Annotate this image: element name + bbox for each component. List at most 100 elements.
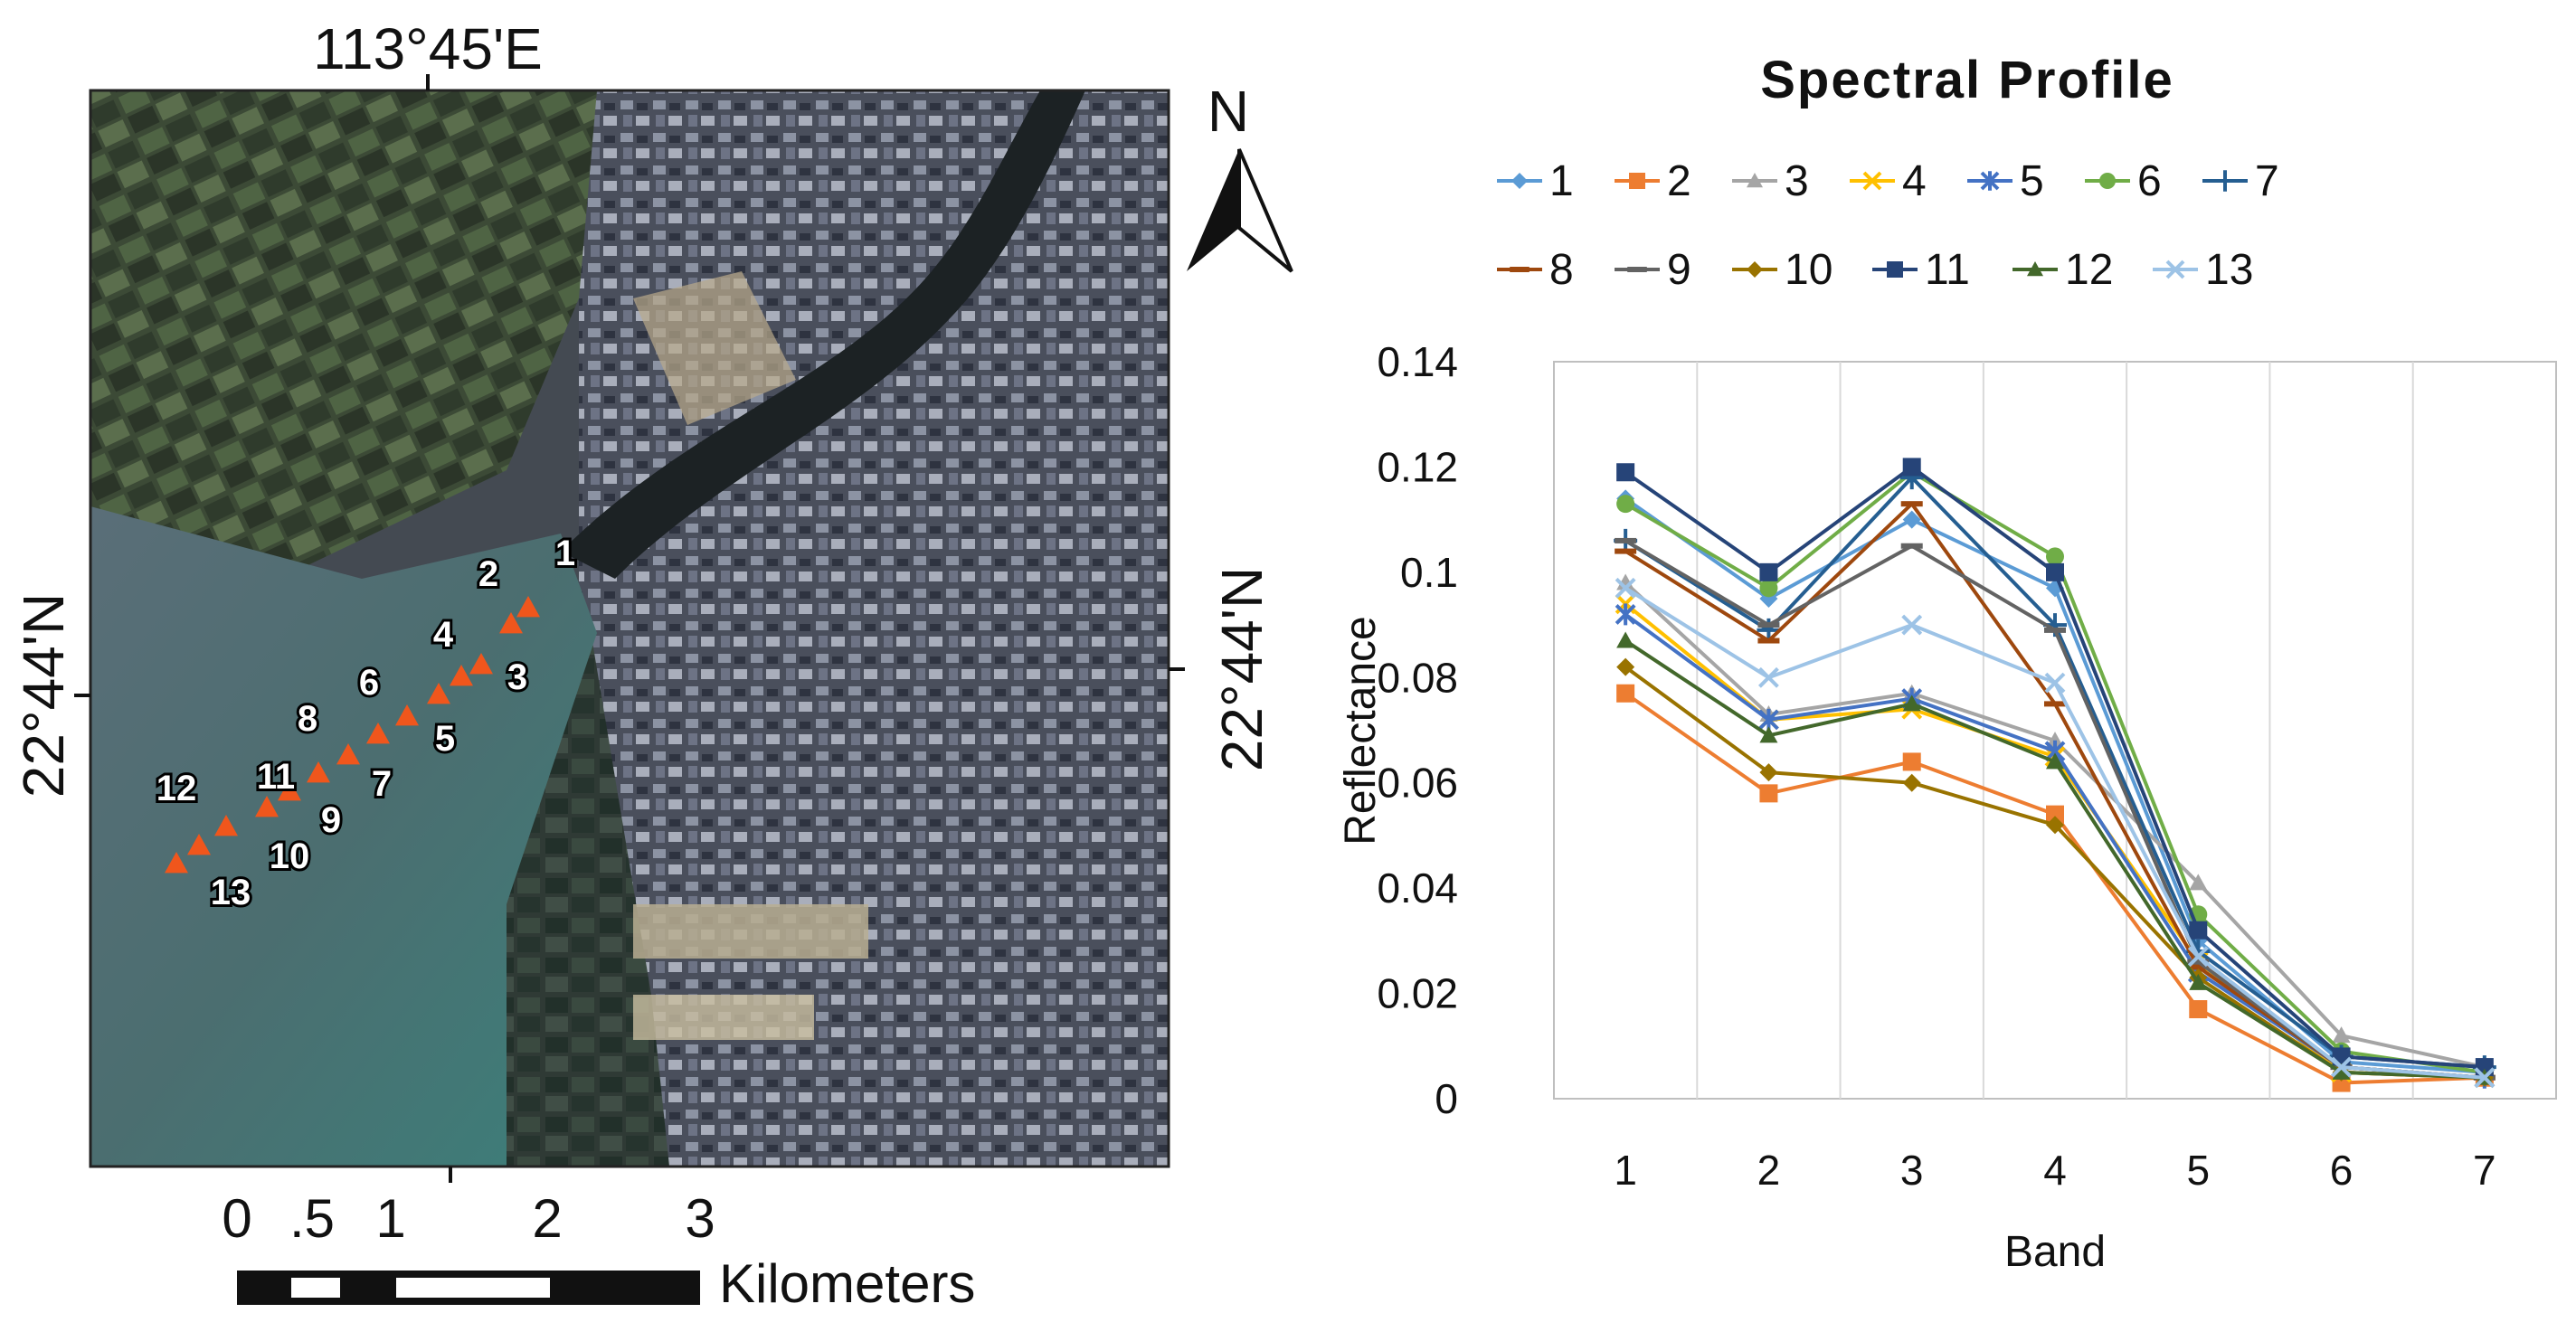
data-point-marker xyxy=(1980,171,2000,191)
legend-label: 9 xyxy=(1667,246,1691,294)
y-tick-label: 0.02 xyxy=(1377,970,1458,1017)
y-tick-label: 0 xyxy=(1435,1075,1458,1122)
data-point-marker xyxy=(1627,267,1647,272)
sample-point-label: 7 xyxy=(372,764,392,804)
x-tick-label: 7 xyxy=(2473,1147,2496,1194)
sample-point-label: 4 xyxy=(433,615,454,655)
data-point-marker xyxy=(1511,173,1528,189)
y-tick-label: 0.06 xyxy=(1377,760,1458,807)
chart-legend: 1 2 3 4 5 6 78 9 10 11 12 13 xyxy=(1497,157,2279,294)
y-tick-label: 0.1 xyxy=(1400,549,1458,596)
data-point-marker xyxy=(1759,763,1778,782)
x-tick-label: 6 xyxy=(2330,1147,2353,1194)
sample-point-label: 12 xyxy=(156,769,197,808)
data-point-marker xyxy=(2187,946,2209,968)
data-point-marker xyxy=(1901,614,1923,636)
data-point-marker xyxy=(1759,579,1778,598)
sample-point-label: 8 xyxy=(298,699,317,739)
data-point-marker xyxy=(1615,577,1636,599)
data-point-marker xyxy=(2187,964,2210,970)
legend-item-3: 3 xyxy=(1732,157,1809,205)
legend-label: 8 xyxy=(1549,246,1574,294)
north-arrow-icon: N xyxy=(1187,79,1293,273)
data-point-marker xyxy=(1757,638,1780,644)
sample-point-label: 3 xyxy=(507,657,527,697)
sample-point-marker xyxy=(255,796,279,817)
satellite-map: 113°45'E 22°44'N 22°44'N N 1234567891011… xyxy=(11,16,1293,1314)
satellite-image xyxy=(90,90,1169,1167)
data-point-marker xyxy=(1616,657,1635,676)
legend-label: 12 xyxy=(2065,246,2113,294)
scale-label-3: 3 xyxy=(685,1188,715,1249)
data-point-marker xyxy=(2331,1056,2352,1078)
legend-label: 1 xyxy=(1549,157,1574,205)
data-point-marker xyxy=(1887,261,1903,278)
legend-item-2: 2 xyxy=(1615,157,1691,205)
data-point-marker xyxy=(1902,752,1921,771)
data-point-marker xyxy=(2044,701,2066,707)
data-point-marker xyxy=(2046,547,2064,566)
data-point-marker xyxy=(2189,921,2208,940)
data-point-marker xyxy=(1747,261,1763,278)
x-tick-label: 2 xyxy=(1757,1147,1781,1194)
series-layer xyxy=(1614,458,2496,1092)
sample-point-marker xyxy=(165,852,188,874)
data-point-marker xyxy=(1862,171,1882,191)
sample-point-marker xyxy=(336,743,360,765)
sample-point-marker xyxy=(278,779,301,801)
data-point-marker xyxy=(1902,694,1921,712)
data-point-marker xyxy=(1759,784,1778,803)
legend-item-4: 4 xyxy=(1850,157,1927,205)
data-point-marker xyxy=(2189,973,2208,990)
legend-item-11: 11 xyxy=(1872,246,1970,294)
scale-label-1: 1 xyxy=(375,1188,405,1249)
data-point-marker xyxy=(1902,510,1921,529)
legend-label: 4 xyxy=(1902,157,1927,205)
x-tick-label: 4 xyxy=(2043,1147,2067,1194)
data-point-marker xyxy=(1616,463,1635,482)
data-point-marker xyxy=(1902,773,1921,792)
data-point-marker xyxy=(1900,543,1923,549)
sample-point-marker xyxy=(307,761,330,783)
sample-point-marker xyxy=(187,834,211,855)
sample-point-label: 1 xyxy=(555,534,575,573)
data-point-marker xyxy=(2099,173,2116,189)
sample-point-label: 11 xyxy=(257,757,295,797)
data-point-marker xyxy=(2046,752,2064,770)
legend-item-7: 7 xyxy=(2202,157,2279,205)
x-tick-label: 1 xyxy=(1614,1147,1637,1194)
data-point-marker xyxy=(1902,458,1921,477)
scale-unit: Kilometers xyxy=(719,1253,975,1314)
data-point-marker xyxy=(1629,173,1645,189)
data-point-marker xyxy=(2187,959,2210,965)
data-point-marker xyxy=(2214,170,2236,192)
y-axis-ticks: 0 0.02 0.04 0.06 0.08 0.1 0.12 0.14 xyxy=(1377,338,1458,1122)
legend-label: 5 xyxy=(2020,157,2044,205)
legend-label: 13 xyxy=(2205,246,2253,294)
data-point-marker xyxy=(1757,622,1780,628)
legend-item-6: 6 xyxy=(2085,157,2162,205)
data-point-marker xyxy=(1615,537,1637,543)
data-point-marker xyxy=(1758,666,1779,688)
legend-item-12: 12 xyxy=(2012,246,2113,294)
data-point-marker xyxy=(2046,805,2064,824)
data-point-marker xyxy=(2046,732,2064,749)
sample-point-marker xyxy=(366,723,390,744)
legend-label: 11 xyxy=(1925,246,1970,294)
x-tick-label: 5 xyxy=(2186,1147,2210,1194)
legend-item-1: 1 xyxy=(1497,157,1574,205)
data-point-marker xyxy=(1616,631,1635,648)
sample-point-marker xyxy=(469,653,493,675)
sample-point-marker xyxy=(214,815,238,836)
data-point-marker xyxy=(2046,816,2064,835)
spectral-profile-chart: Spectral Profile 1 2 3 4 5 6 78 9 10 11 12 13 00.02… xyxy=(1337,51,2557,1276)
data-point-marker xyxy=(2189,1000,2208,1019)
y-tick-label: 0.08 xyxy=(1377,654,1458,701)
north-label: N xyxy=(1208,79,1249,144)
data-point-marker xyxy=(2046,562,2064,581)
y-axis-title: Reflectance xyxy=(1337,616,1385,845)
scale-label-0-5: .5 xyxy=(289,1188,335,1249)
sample-point-label: 10 xyxy=(270,836,310,876)
